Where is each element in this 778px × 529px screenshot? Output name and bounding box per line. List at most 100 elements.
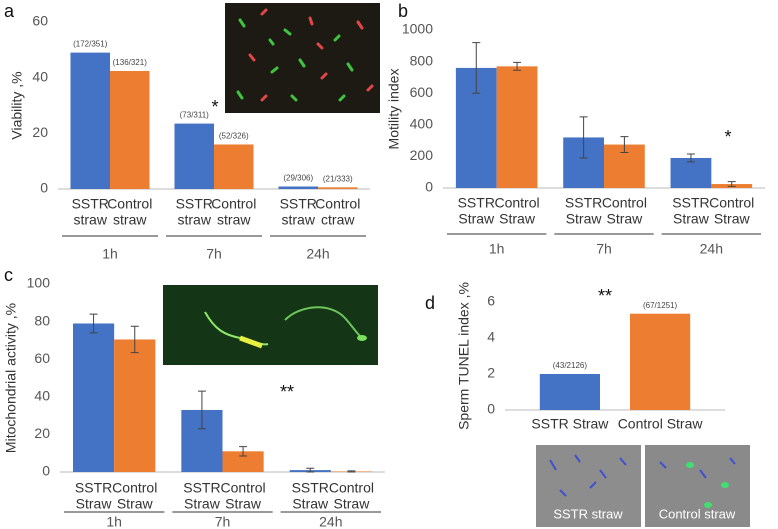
y-tick-label: 0	[42, 463, 50, 479]
count-label: (73/311)	[180, 111, 210, 120]
x-tick-label: Straw	[334, 496, 371, 512]
x-tick-label: SSTR	[280, 196, 317, 212]
error-bar	[513, 61, 522, 71]
error-bar	[620, 136, 629, 153]
y-tick-label: 20	[32, 124, 48, 140]
y-axis-title: Motility index	[386, 69, 402, 150]
bar	[114, 339, 156, 472]
count-label: (136/321)	[113, 58, 148, 67]
x-tick-label: straw	[74, 212, 108, 228]
y-tick-label: 20	[34, 425, 50, 441]
bar	[214, 144, 254, 189]
bar	[70, 52, 110, 189]
panel-letter: d	[425, 293, 435, 313]
x-tick-label: Straw	[76, 496, 113, 512]
significance: *	[211, 97, 218, 117]
y-axis-title: Mitochondrial activity ,%	[3, 303, 19, 453]
bar	[73, 323, 115, 472]
bar	[174, 123, 214, 189]
error-bar	[727, 181, 736, 187]
x-tick-label: straw	[178, 212, 212, 228]
y-tick-label: 200	[410, 147, 434, 163]
count-label: (67/1251)	[643, 301, 678, 310]
image-caption: SSTR straw	[553, 506, 623, 521]
y-tick-label: 400	[410, 116, 434, 132]
x-tick-label: SSTR	[458, 195, 495, 211]
error-bar	[89, 313, 98, 334]
x-tick-label: Straw	[566, 211, 603, 227]
x-tick-label: ctraw	[321, 212, 355, 228]
x-tick-label: SSTR	[672, 195, 709, 211]
error-bar	[472, 42, 481, 94]
x-tick-label: Control	[221, 480, 266, 496]
group-label: 24h	[700, 241, 723, 257]
y-tick-label: 2	[487, 365, 495, 381]
bar	[110, 70, 150, 189]
y-tick-label: 800	[410, 52, 434, 68]
y-tick-label: 6	[487, 293, 495, 309]
inset-fluorescence	[163, 285, 378, 365]
group-label: 1h	[106, 514, 122, 529]
x-tick-label: Straw	[714, 211, 751, 227]
error-bar	[686, 153, 695, 163]
x-tick-label: Straw	[184, 496, 221, 512]
y-tick-label: 100	[27, 275, 51, 291]
significance: **	[598, 286, 612, 306]
y-tick-label: 40	[32, 68, 48, 84]
x-tick-label: Straw	[606, 211, 643, 227]
bar	[539, 374, 600, 410]
panel-letter: c	[4, 265, 13, 285]
panel-letter: a	[4, 1, 15, 21]
y-tick-label: 0	[425, 179, 433, 195]
y-tick-label: 60	[32, 13, 48, 29]
x-tick-label: Control	[107, 196, 152, 212]
group-label: 7h	[215, 514, 231, 529]
x-tick-label: Straw	[673, 211, 710, 227]
count-label: (172/351)	[73, 40, 108, 49]
y-tick-label: 80	[34, 312, 50, 328]
bar	[278, 186, 318, 189]
x-tick-label: Control	[211, 196, 256, 212]
x-tick-label: Control	[602, 195, 647, 211]
x-tick-label: Straw	[292, 496, 329, 512]
x-tick-label: straw	[282, 212, 316, 228]
error-bar	[197, 390, 206, 430]
significance: **	[280, 382, 294, 402]
group-label: 24h	[306, 246, 329, 262]
x-tick-label: SSTR	[565, 195, 602, 211]
x-tick-label: Control	[112, 480, 157, 496]
bar	[630, 313, 691, 410]
x-tick-label: Control	[494, 195, 539, 211]
inset-tunel	[536, 445, 750, 527]
count-label: (43/2126)	[553, 361, 588, 370]
error-bar	[347, 470, 356, 473]
y-tick-label: 1000	[402, 21, 433, 37]
y-axis-title: Sperm TUNEL index ,%	[456, 282, 472, 430]
bar	[670, 157, 712, 188]
count-label: (52/326)	[219, 132, 249, 141]
y-tick-label: 4	[487, 329, 495, 345]
x-tick-label: Straw	[117, 496, 154, 512]
x-tick-label: Straw	[499, 211, 536, 227]
x-tick-label: SSTR	[72, 196, 109, 212]
y-tick-label: 40	[34, 388, 50, 404]
x-tick-label: SSTR	[176, 196, 213, 212]
x-tick-label: Control	[315, 196, 360, 212]
x-tick-label: SSTR	[183, 480, 220, 496]
count-label: (29/306)	[283, 174, 313, 183]
error-bar	[579, 116, 588, 159]
y-tick-label: 0	[40, 180, 48, 196]
y-axis-title: Viability ,%	[9, 71, 25, 139]
x-tick-label: SSTR	[75, 480, 112, 496]
y-tick-label: 0	[487, 401, 495, 417]
x-tick-label: straw	[217, 212, 251, 228]
group-label: 1h	[489, 241, 505, 257]
image-caption: Control straw	[659, 506, 736, 521]
count-label: (21/333)	[323, 174, 353, 183]
x-tick-label: SSTR	[292, 480, 329, 496]
group-label: 7h	[206, 246, 222, 262]
group-label: 24h	[319, 514, 342, 529]
panel-letter: b	[398, 1, 408, 21]
group-label: 1h	[102, 246, 118, 262]
